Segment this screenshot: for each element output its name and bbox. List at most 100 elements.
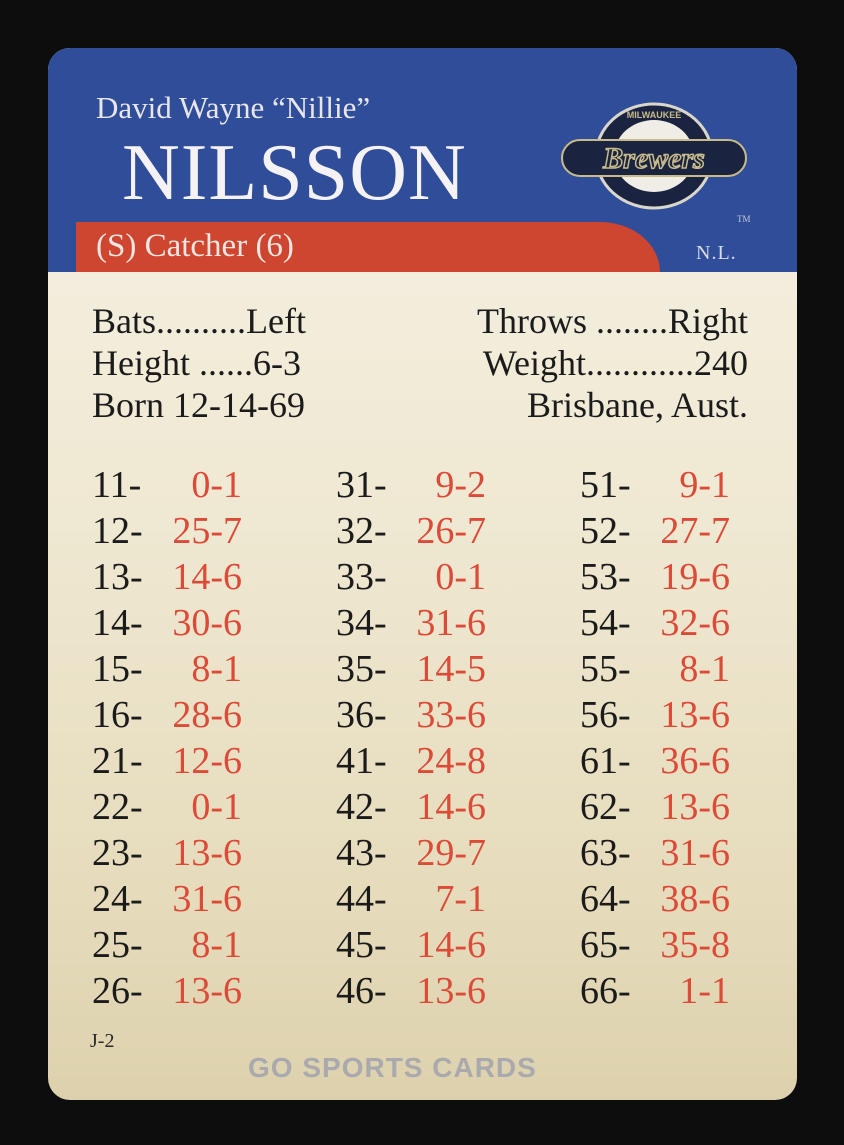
player-last-name: NILSSON <box>122 129 467 217</box>
roll-number: 65- <box>580 924 631 966</box>
roll-number: 56- <box>580 694 631 736</box>
roll-result: 29-7 <box>416 832 486 874</box>
roll-number: 23- <box>92 832 143 874</box>
chart-row: 12- 25-7 <box>92 508 336 554</box>
chart-row: 54- 32-6 <box>580 600 797 646</box>
bio-stats: Bats..........Left Throws ........Right H… <box>92 300 748 426</box>
roll-number: 36- <box>336 694 387 736</box>
roll-number: 13- <box>92 556 143 598</box>
position-bar <box>76 222 660 272</box>
chart-row: 55- 8-1 <box>580 646 797 692</box>
roll-result: 26-7 <box>416 510 486 552</box>
roll-number: 32- <box>336 510 387 552</box>
chart-row: 26- 13-6 <box>92 968 336 1014</box>
roll-result: 14-5 <box>416 648 486 690</box>
roll-number: 12- <box>92 510 143 552</box>
chart-row: 16- 28-6 <box>92 692 336 738</box>
dice-chart: 11- 0-1 12- 25-7 13- 14-6 14- 30-6 15- 8-1 16- 28-6… <box>92 462 797 1014</box>
roll-result: 19-6 <box>660 556 730 598</box>
roll-result: 13-6 <box>660 694 730 736</box>
chart-row: 46- 13-6 <box>336 968 580 1014</box>
roll-number: 35- <box>336 648 387 690</box>
chart-row: 32- 26-7 <box>336 508 580 554</box>
roll-number: 24- <box>92 878 143 920</box>
chart-row: 31- 9-2 <box>336 462 580 508</box>
chart-row: 22- 0-1 <box>92 784 336 830</box>
roll-number: 14- <box>92 602 143 644</box>
chart-row: 45- 14-6 <box>336 922 580 968</box>
roll-number: 25- <box>92 924 143 966</box>
chart-row: 51- 9-1 <box>580 462 797 508</box>
roll-result: 38-6 <box>660 878 730 920</box>
chart-row: 14- 30-6 <box>92 600 336 646</box>
roll-number: 15- <box>92 648 143 690</box>
roll-number: 34- <box>336 602 387 644</box>
roll-number: 55- <box>580 648 631 690</box>
roll-result: 24-8 <box>416 740 486 782</box>
roll-number: 63- <box>580 832 631 874</box>
roll-result: 32-6 <box>660 602 730 644</box>
roll-result: 28-6 <box>172 694 242 736</box>
roll-number: 31- <box>336 464 387 506</box>
logo-text: Brewers <box>602 142 705 175</box>
roll-result: 13-6 <box>172 832 242 874</box>
chart-row: 33- 0-1 <box>336 554 580 600</box>
roll-number: 33- <box>336 556 387 598</box>
chart-row: 21- 12-6 <box>92 738 336 784</box>
roll-result: 13-6 <box>416 970 486 1012</box>
logo-arc-text: MILWAUKEE <box>627 110 682 120</box>
chart-row: 66- 1-1 <box>580 968 797 1014</box>
chart-row: 63- 31-6 <box>580 830 797 876</box>
chart-row: 13- 14-6 <box>92 554 336 600</box>
chart-row: 64- 38-6 <box>580 876 797 922</box>
roll-result: 14-6 <box>416 924 486 966</box>
roll-result: 7-1 <box>435 878 486 920</box>
roll-number: 66- <box>580 970 631 1012</box>
chart-column: 31- 9-2 32- 26-7 33- 0-1 34- 31-6 35- 14-5 36- 33-6… <box>336 462 580 1014</box>
roll-number: 51- <box>580 464 631 506</box>
roll-result: 31-6 <box>172 878 242 920</box>
roll-result: 9-2 <box>435 464 486 506</box>
roll-number: 42- <box>336 786 387 828</box>
roll-result: 12-6 <box>172 740 242 782</box>
chart-row: 34- 31-6 <box>336 600 580 646</box>
roll-number: 21- <box>92 740 143 782</box>
chart-row: 65- 35-8 <box>580 922 797 968</box>
roll-result: 30-6 <box>172 602 242 644</box>
roll-result: 0-1 <box>191 464 242 506</box>
roll-result: 8-1 <box>191 924 242 966</box>
roll-number: 11- <box>92 464 142 506</box>
roll-number: 26- <box>92 970 143 1012</box>
player-card: David Wayne “Nillie” NILSSON (S) Catcher… <box>48 48 797 1100</box>
player-position: (S) Catcher (6) <box>96 228 294 264</box>
roll-result: 33-6 <box>416 694 486 736</box>
roll-number: 61- <box>580 740 631 782</box>
bats: Bats..........Left <box>92 301 306 341</box>
roll-number: 46- <box>336 970 387 1012</box>
weight: Weight............240 <box>482 343 748 383</box>
chart-row: 35- 14-5 <box>336 646 580 692</box>
roll-number: 53- <box>580 556 631 598</box>
roll-result: 31-6 <box>416 602 486 644</box>
chart-row: 53- 19-6 <box>580 554 797 600</box>
roll-result: 9-1 <box>679 464 730 506</box>
chart-row: 42- 14-6 <box>336 784 580 830</box>
chart-row: 43- 29-7 <box>336 830 580 876</box>
birthplace: Brisbane, Aust. <box>527 385 748 425</box>
roll-number: 45- <box>336 924 387 966</box>
roll-number: 62- <box>580 786 631 828</box>
card-code: J-2 <box>90 1030 115 1052</box>
roll-result: 1-1 <box>679 970 730 1012</box>
chart-row: 62- 13-6 <box>580 784 797 830</box>
chart-row: 61- 36-6 <box>580 738 797 784</box>
chart-row: 24- 31-6 <box>92 876 336 922</box>
roll-number: 52- <box>580 510 631 552</box>
roll-result: 13-6 <box>660 786 730 828</box>
chart-row: 15- 8-1 <box>92 646 336 692</box>
roll-result: 0-1 <box>191 786 242 828</box>
roll-result: 8-1 <box>191 648 242 690</box>
roll-number: 22- <box>92 786 143 828</box>
chart-row: 25- 8-1 <box>92 922 336 968</box>
roll-result: 13-6 <box>172 970 242 1012</box>
roll-number: 41- <box>336 740 387 782</box>
